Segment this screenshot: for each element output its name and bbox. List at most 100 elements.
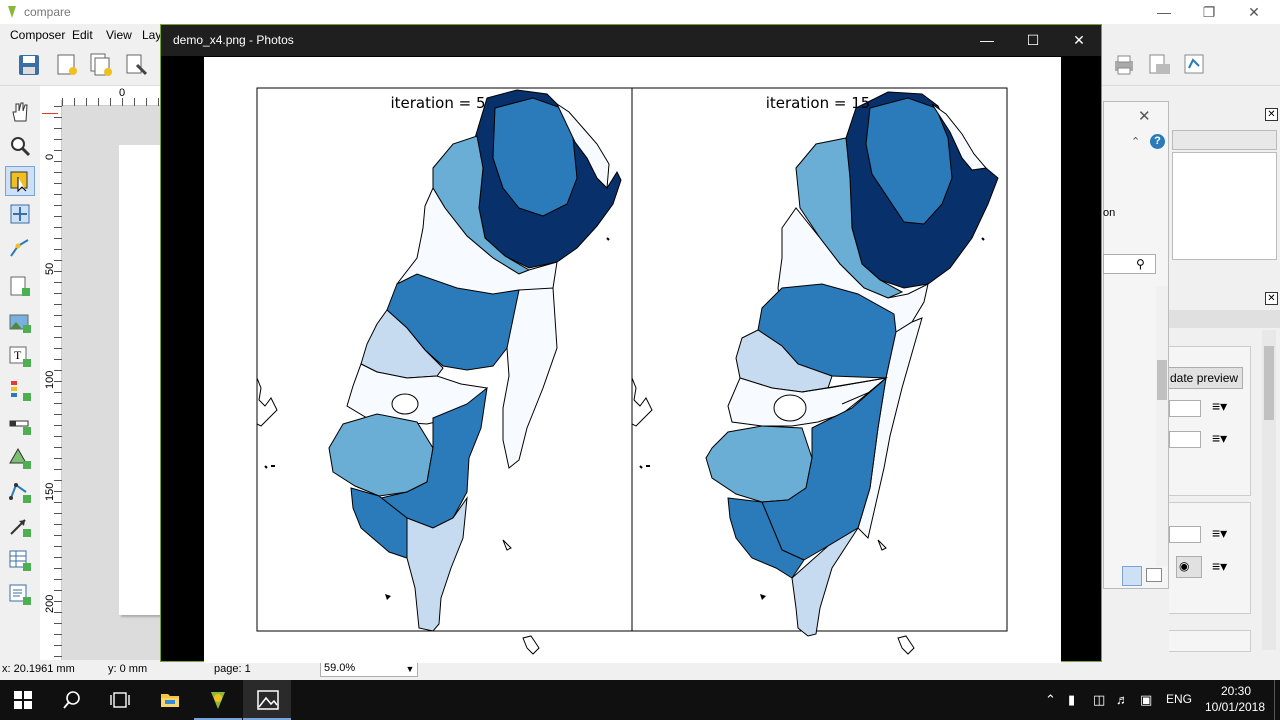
photos-titlebar[interactable]: [161, 25, 1101, 56]
region-north-mid-15: [865, 97, 953, 225]
task-view-icon[interactable]: [109, 690, 131, 710]
edit-nodes-icon[interactable]: [8, 236, 32, 260]
dock-collapse-icon[interactable]: ⌃: [1131, 136, 1141, 148]
region-south-pale: [406, 496, 468, 632]
panel-label-iteration-5: iteration = 5: [390, 94, 485, 112]
select-move-item-icon[interactable]: [8, 169, 32, 193]
export-image-icon[interactable]: [1146, 52, 1172, 78]
visibility-presets-button[interactable]: ◉: [1176, 556, 1202, 578]
add-legend-icon[interactable]: [8, 378, 32, 402]
action-center-icon[interactable]: ▣: [1140, 692, 1153, 707]
h-ruler-tick-0: 0: [119, 87, 126, 99]
add-new-map-icon[interactable]: [8, 274, 32, 298]
collapsed-group: [1169, 630, 1251, 652]
dock-scrollbar[interactable]: [1156, 286, 1168, 566]
save-icon[interactable]: [16, 52, 42, 78]
data-defined-override-icon[interactable]: ≡▾: [1212, 398, 1228, 414]
region-east-white: [502, 287, 558, 469]
update-preview-button[interactable]: date preview: [1165, 367, 1244, 389]
dock-scrollbar-thumb[interactable]: [1157, 360, 1167, 400]
region-south-pale-15: [791, 527, 859, 637]
map-figure: iteration = 5: [256, 87, 1008, 655]
volume-icon[interactable]: ♬: [1116, 692, 1129, 707]
menu-edit[interactable]: Edit: [72, 28, 93, 42]
map-panel-iteration-5: iteration = 5: [256, 87, 633, 655]
dock-partial-label: on: [1103, 207, 1116, 219]
tray-show-hidden-icon[interactable]: ⌃: [1045, 692, 1056, 707]
add-arrow-icon[interactable]: [8, 514, 32, 538]
region-lake-15: [773, 394, 807, 422]
photos-window-title: demo_x4.png - Photos: [173, 33, 294, 47]
data-defined-override-icon-3[interactable]: ≡▾: [1212, 525, 1228, 541]
v-ruler-tick-0: 0: [44, 153, 56, 160]
bg-close-button[interactable]: ✕: [1248, 4, 1260, 20]
battery-icon[interactable]: ▮: [1068, 692, 1076, 707]
taskbar-file-explorer[interactable]: [146, 680, 194, 720]
input-language[interactable]: ENG: [1166, 692, 1193, 706]
data-defined-override-icon-2[interactable]: ≡▾: [1212, 430, 1228, 446]
zoom-tool-icon[interactable]: [8, 134, 32, 158]
print-icon[interactable]: [1111, 52, 1137, 78]
photos-close-button[interactable]: ✕: [1073, 32, 1085, 48]
show-desktop-button[interactable]: [1274, 680, 1280, 720]
search-icon[interactable]: [62, 690, 82, 710]
dock-search-input[interactable]: [1103, 254, 1156, 274]
add-shape-icon[interactable]: [8, 446, 32, 470]
rotation-spinbox[interactable]: [1169, 431, 1201, 448]
new-composer-icon[interactable]: [54, 52, 80, 78]
preset-select[interactable]: [1169, 526, 1201, 543]
add-node-item-icon[interactable]: [8, 480, 32, 504]
pan-tool-icon[interactable]: [8, 100, 32, 124]
windows-taskbar: [0, 680, 1280, 720]
taskbar-qgis[interactable]: [194, 680, 242, 720]
scale-input[interactable]: [1169, 400, 1201, 417]
export-svg-icon[interactable]: [1181, 52, 1207, 78]
add-attribute-table-icon[interactable]: [8, 548, 32, 572]
photos-minimize-button[interactable]: —: [980, 32, 994, 48]
qgis-logo-icon: [8, 6, 16, 18]
bg-minimize-button[interactable]: —: [1157, 4, 1171, 20]
page-number: page: 1: [214, 663, 251, 675]
add-image-icon[interactable]: [8, 310, 32, 334]
region-north-mid: [492, 97, 578, 217]
menu-layout[interactable]: Lay: [142, 28, 162, 42]
region-ne-white-15: [931, 103, 987, 171]
composer-manager-icon[interactable]: [124, 52, 150, 78]
add-html-frame-icon[interactable]: [8, 582, 32, 606]
v-ruler-tick-150: 150: [44, 482, 56, 501]
move-item-content-icon[interactable]: [8, 202, 32, 226]
v-ruler-cursor-marker: [42, 113, 58, 114]
windows-start-icon[interactable]: [14, 691, 32, 709]
data-defined-override-icon-4[interactable]: ≡▾: [1212, 558, 1228, 574]
menu-composer[interactable]: Composer: [10, 28, 66, 42]
v-ruler-tick-100: 100: [44, 370, 56, 389]
items-list[interactable]: [1172, 152, 1277, 260]
properties-panel-close-button[interactable]: ✕: [1265, 292, 1278, 305]
bg-restore-button[interactable]: ❐: [1202, 4, 1216, 20]
cursor-y-coordinate: y: 0 mm: [108, 663, 148, 675]
photo-image[interactable]: iteration = 5: [204, 57, 1061, 663]
region-sw-mid-15: [727, 497, 805, 579]
network-icon[interactable]: ◫: [1093, 692, 1106, 707]
help-icon[interactable]: ?: [1150, 134, 1165, 149]
add-scalebar-icon[interactable]: [8, 412, 32, 436]
search-icon[interactable]: ⚲: [1136, 257, 1145, 271]
duplicate-composer-icon[interactable]: [88, 52, 114, 78]
properties-scrollbar-thumb[interactable]: [1264, 346, 1274, 420]
items-panel-close-button[interactable]: ✕: [1265, 108, 1278, 121]
region-south-mid-15: [761, 376, 887, 561]
clock-time[interactable]: 20:30: [1220, 684, 1252, 698]
icon-view-icon[interactable]: [1146, 568, 1162, 582]
cursor-x-coordinate: x: 20.1961 mm: [2, 663, 75, 675]
taskbar-photos[interactable]: [243, 680, 291, 720]
add-label-icon[interactable]: T: [8, 344, 32, 368]
photos-maximize-button[interactable]: ☐: [1026, 32, 1040, 48]
h-ruler-ticks: [62, 98, 160, 106]
clock-date[interactable]: 10/01/2018: [1204, 700, 1266, 714]
chevron-down-icon[interactable]: ▼: [405, 664, 415, 674]
menu-view[interactable]: View: [106, 28, 132, 42]
dock-close-icon[interactable]: ✕: [1138, 108, 1151, 125]
list-view-icon[interactable]: [1122, 566, 1142, 586]
bg-window-title: compare: [24, 5, 71, 19]
v-ruler-tick-50: 50: [44, 262, 56, 275]
